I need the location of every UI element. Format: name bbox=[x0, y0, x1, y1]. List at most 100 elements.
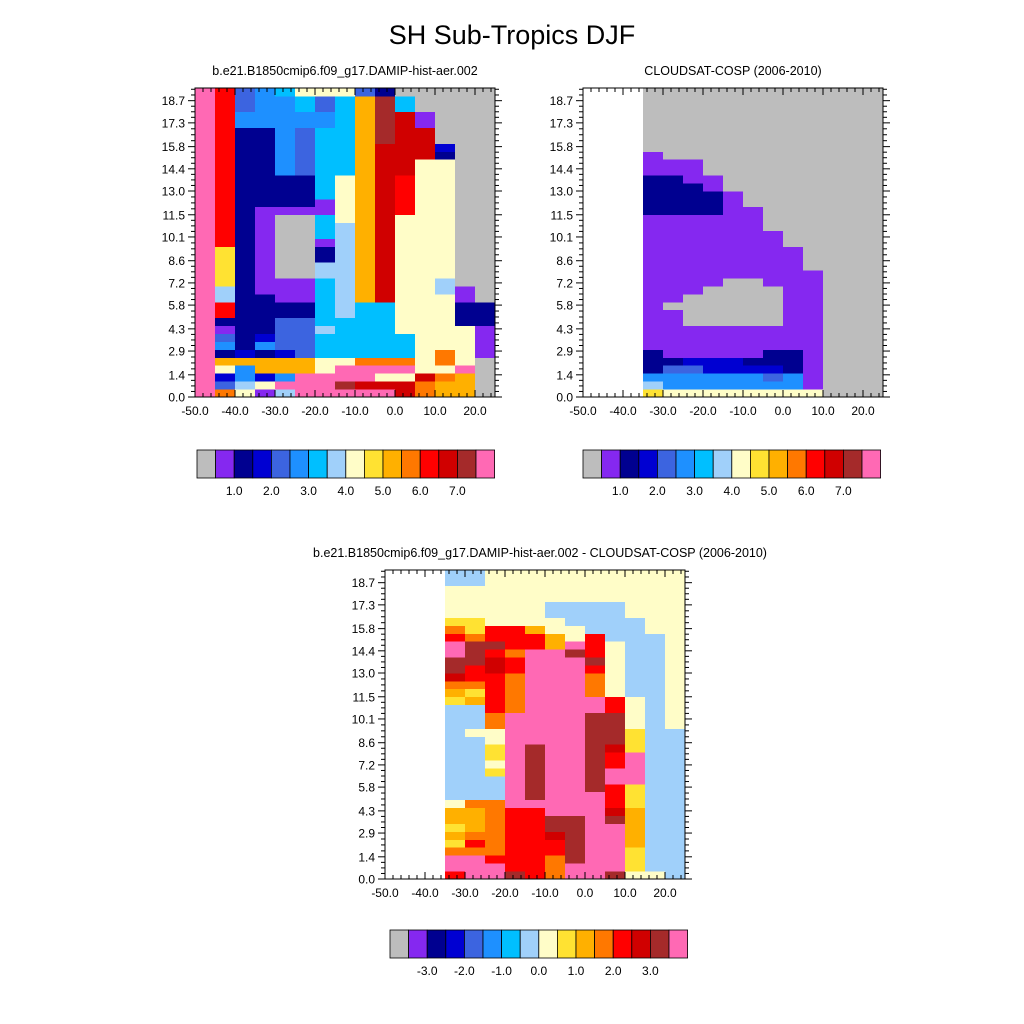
heatmap-cell bbox=[255, 214, 276, 224]
heatmap-cell bbox=[455, 159, 476, 168]
heatmap-cell bbox=[255, 286, 276, 295]
heatmap-cell bbox=[435, 381, 456, 390]
heatmap-cell bbox=[275, 214, 296, 224]
heatmap-cell bbox=[645, 641, 666, 650]
heatmap-cell bbox=[195, 175, 216, 184]
heatmap-cell bbox=[683, 349, 704, 358]
heatmap-cell bbox=[585, 680, 606, 690]
heatmap-cell bbox=[585, 744, 606, 753]
heatmap-cell bbox=[783, 381, 804, 390]
heatmap-cell bbox=[355, 333, 376, 342]
heatmap-cell bbox=[663, 294, 684, 303]
heatmap-cell bbox=[643, 103, 664, 113]
heatmap-cell bbox=[703, 111, 724, 121]
heatmap-cell bbox=[645, 839, 666, 848]
heatmap-cell bbox=[665, 871, 686, 880]
heatmap-cell bbox=[763, 206, 784, 216]
heatmap-cell bbox=[235, 206, 256, 216]
heatmap-cell bbox=[643, 159, 664, 168]
heatmap-cell bbox=[355, 238, 376, 247]
heatmap-cell bbox=[665, 704, 686, 714]
heatmap-cell bbox=[703, 135, 724, 144]
heatmap-cell bbox=[435, 333, 456, 342]
heatmap-cell bbox=[665, 593, 686, 603]
heatmap-cell bbox=[315, 206, 336, 216]
heatmap-cell bbox=[565, 570, 586, 579]
heatmap-cell bbox=[475, 278, 496, 287]
heatmap-cell bbox=[723, 389, 744, 398]
heatmap-cell bbox=[465, 593, 486, 603]
heatmap-cell bbox=[195, 365, 216, 374]
heatmap-cell bbox=[723, 159, 744, 168]
heatmap-cell bbox=[215, 286, 236, 295]
heatmap-cell bbox=[235, 389, 256, 398]
heatmap-cell bbox=[475, 119, 496, 129]
heatmap-cell bbox=[295, 222, 316, 232]
heatmap-cell bbox=[435, 135, 456, 144]
heatmap-cell bbox=[255, 183, 276, 192]
heatmap-cell bbox=[395, 238, 416, 247]
heatmap-cell bbox=[505, 585, 526, 595]
heatmap-cell bbox=[485, 625, 506, 634]
heatmap-cell bbox=[525, 633, 546, 642]
heatmap-cell bbox=[255, 294, 276, 303]
colorbar-box bbox=[308, 449, 328, 479]
heatmap-cell bbox=[505, 641, 526, 650]
heatmap-cell bbox=[275, 325, 296, 335]
heatmap-cell bbox=[315, 381, 336, 390]
heatmap-cell bbox=[215, 246, 236, 255]
heatmap-cell bbox=[625, 815, 646, 824]
heatmap-cell bbox=[643, 270, 664, 279]
y-tick-label: 17.3 bbox=[550, 116, 574, 130]
heatmap-cell bbox=[803, 389, 824, 398]
heatmap-cell bbox=[435, 175, 456, 184]
heatmap-cell bbox=[665, 823, 686, 832]
heatmap-cell bbox=[235, 95, 256, 105]
heatmap-cell bbox=[505, 633, 526, 642]
heatmap-cell bbox=[823, 206, 844, 216]
heatmap-cell bbox=[645, 783, 666, 793]
heatmap-cell bbox=[415, 349, 436, 358]
heatmap-cell bbox=[663, 238, 684, 247]
heatmap-cell bbox=[465, 871, 486, 880]
heatmap-cell bbox=[843, 151, 864, 160]
heatmap-cell bbox=[375, 357, 396, 366]
heatmap-cell bbox=[485, 657, 506, 666]
heatmap-cell bbox=[605, 728, 626, 737]
heatmap-cell bbox=[585, 776, 606, 785]
heatmap-cell bbox=[195, 278, 216, 287]
heatmap-cell bbox=[625, 720, 646, 729]
heatmap-cell bbox=[823, 389, 844, 398]
heatmap-cell bbox=[415, 183, 436, 192]
heatmap-cell bbox=[195, 111, 216, 121]
heatmap-cell bbox=[723, 254, 744, 263]
heatmap-cell bbox=[763, 191, 784, 200]
heatmap-cell bbox=[743, 151, 764, 160]
y-tick-label: 4.3 bbox=[358, 804, 375, 818]
heatmap-cell bbox=[395, 254, 416, 263]
heatmap-cell bbox=[355, 183, 376, 192]
heatmap-cell bbox=[605, 760, 626, 769]
heatmap-cell bbox=[863, 222, 884, 232]
heatmap-cell bbox=[505, 720, 526, 729]
heatmap-cell bbox=[663, 325, 684, 335]
heatmap-cell bbox=[743, 222, 764, 232]
heatmap-cell bbox=[445, 768, 466, 777]
heatmap-cell bbox=[625, 649, 646, 658]
heatmap-cell bbox=[335, 262, 356, 271]
heatmap-cell bbox=[195, 88, 216, 97]
heatmap-cell bbox=[465, 791, 486, 801]
heatmap-cell bbox=[743, 373, 764, 382]
heatmap-cell bbox=[823, 349, 844, 358]
heatmap-cell bbox=[783, 357, 804, 366]
heatmap-cell bbox=[783, 325, 804, 335]
heatmap-cell bbox=[863, 365, 884, 374]
heatmap-cell bbox=[275, 222, 296, 232]
heatmap-cell bbox=[355, 317, 376, 327]
heatmap-cell bbox=[863, 127, 884, 136]
heatmap-cell bbox=[455, 333, 476, 342]
heatmap-cell bbox=[723, 238, 744, 247]
heatmap-cell bbox=[783, 111, 804, 121]
heatmap-cell bbox=[703, 183, 724, 192]
heatmap-cell bbox=[803, 254, 824, 263]
